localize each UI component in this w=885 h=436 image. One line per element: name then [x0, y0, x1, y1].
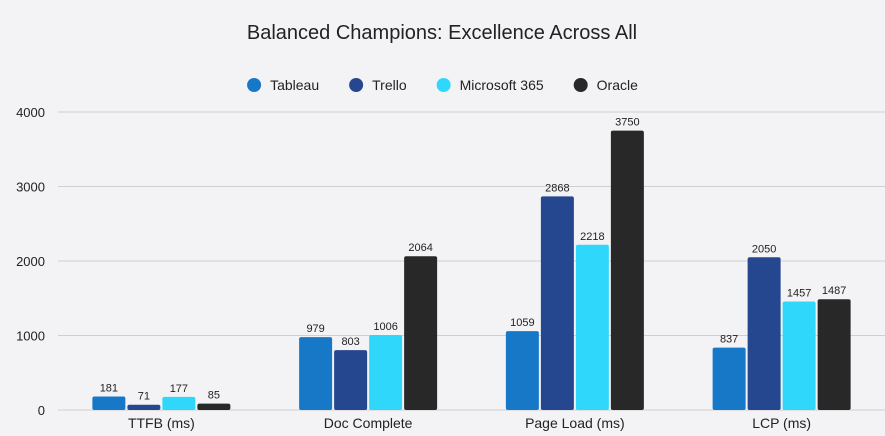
- bar-tableau-lcp-ms: [712, 347, 746, 410]
- legend-item-oracle: Oracle: [573, 77, 638, 93]
- data-label: 1006: [373, 321, 397, 333]
- legend-marker: [573, 78, 588, 92]
- bar-trello-ttfb-ms: [127, 404, 161, 410]
- data-label: 1059: [510, 317, 534, 329]
- data-label: 177: [170, 383, 188, 395]
- legend-marker: [436, 78, 451, 92]
- bar-tableau-ttfb-ms: [92, 396, 126, 410]
- data-label: 979: [306, 323, 324, 335]
- data-label: 2868: [545, 182, 569, 194]
- x-tick-label: LCP (ms): [752, 415, 811, 431]
- data-label: 1457: [787, 287, 811, 299]
- x-tick-label: Page Load (ms): [525, 415, 625, 431]
- bar-trello-doc-complete: [334, 350, 368, 410]
- legend-label: Trello: [372, 77, 407, 93]
- bar-trello-page-load-ms: [540, 196, 574, 410]
- data-label: 803: [341, 336, 359, 348]
- bars: [92, 130, 851, 410]
- bar-oracle-doc-complete: [404, 256, 438, 410]
- legend-marker: [349, 78, 364, 92]
- legend: Tableau Trello Microsoft 365 Oracle: [247, 77, 638, 93]
- x-tick-label: TTFB (ms): [128, 415, 195, 431]
- y-tick-label: 0: [38, 403, 45, 418]
- bar-microsoft-365-doc-complete: [369, 335, 403, 410]
- data-labels: 181 71 177 85 979 803 1006 2064 1059 2868 2218 3750…: [100, 117, 847, 403]
- bar-tableau-doc-complete: [299, 337, 333, 410]
- legend-item-trello: Trello: [349, 77, 407, 93]
- data-label: 2064: [408, 242, 432, 254]
- y-tick-label: 4000: [16, 105, 45, 120]
- bar-microsoft-365-lcp-ms: [782, 301, 816, 410]
- bar-trello-lcp-ms: [747, 257, 781, 410]
- data-label: 2050: [752, 243, 776, 255]
- bar-oracle-lcp-ms: [817, 299, 851, 410]
- bar-oracle-page-load-ms: [610, 130, 644, 410]
- chart-title: Balanced Champions: Excellence Across Al…: [247, 22, 637, 44]
- data-label: 837: [720, 334, 738, 346]
- data-label: 71: [138, 391, 150, 403]
- bar-tableau-page-load-ms: [505, 331, 539, 410]
- data-label: 1487: [822, 285, 846, 297]
- bar-microsoft-365-page-load-ms: [575, 244, 609, 410]
- x-tick-label: Doc Complete: [324, 415, 413, 431]
- legend-label: Tableau: [270, 77, 319, 93]
- x-axis: TTFB (ms) Doc Complete Page Load (ms) LCP (…: [128, 415, 811, 431]
- data-label: 85: [208, 390, 220, 402]
- legend-item-microsoft-365: Microsoft 365: [436, 77, 544, 93]
- legend-marker: [247, 78, 262, 92]
- legend-label: Microsoft 365: [460, 77, 544, 93]
- y-tick-label: 1000: [16, 329, 45, 344]
- legend-label: Oracle: [597, 77, 638, 93]
- data-label: 181: [100, 383, 118, 395]
- legend-item-tableau: Tableau: [247, 77, 319, 93]
- y-tick-label: 3000: [16, 180, 45, 195]
- y-tick-label: 2000: [16, 254, 45, 269]
- y-axis: 0 1000 2000 3000 4000: [16, 105, 45, 418]
- gridlines: [58, 111, 885, 411]
- data-label: 2218: [580, 231, 604, 243]
- bar-microsoft-365-ttfb-ms: [162, 396, 196, 410]
- data-label: 3750: [615, 117, 639, 129]
- bar-oracle-ttfb-ms: [197, 403, 231, 410]
